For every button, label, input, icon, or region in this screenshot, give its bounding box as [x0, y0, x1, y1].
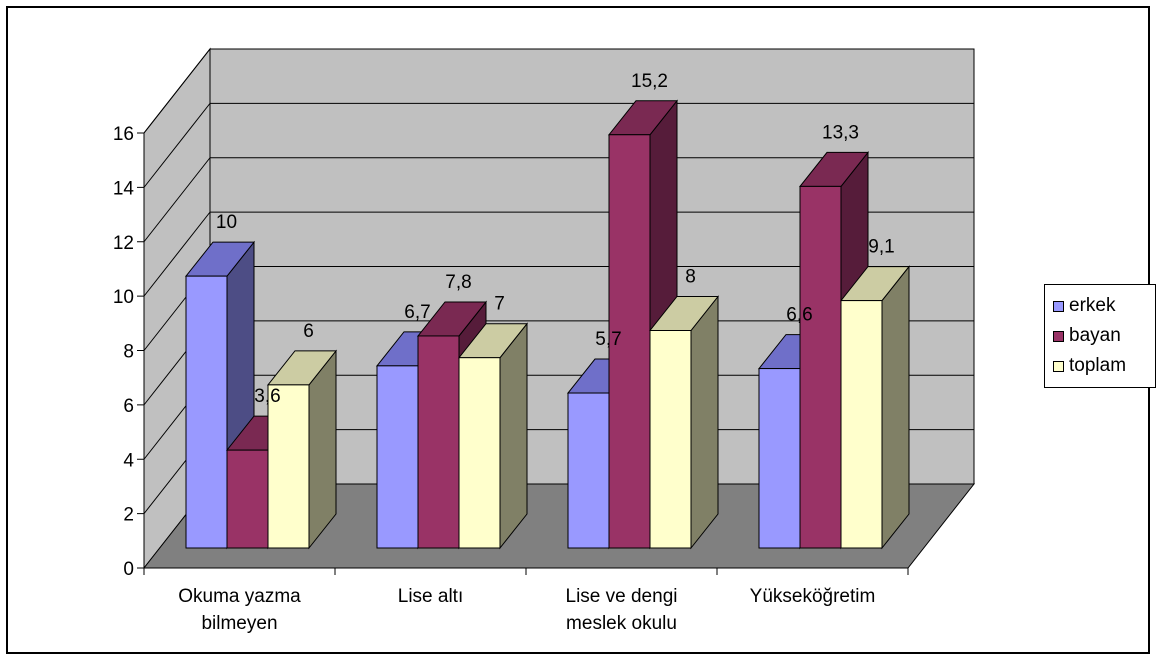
labels: 10 3,6 6 Okuma yazma bilmeyen 6,7 7,8 7 Lise alt…: [178, 71, 894, 634]
bar-front: [417, 335, 460, 549]
bar-front: [376, 365, 419, 549]
y-tick-label: 2: [123, 505, 134, 526]
data-label-erkek: 6,6: [786, 305, 812, 326]
y-tick-label: 4: [123, 450, 134, 471]
bar-front: [267, 384, 310, 549]
gridline-side: [143, 157, 211, 243]
data-label-toplam: 9,1: [868, 237, 894, 258]
legend: erkek bayan toplam: [1044, 284, 1156, 388]
legend-item-bayan: bayan: [1045, 321, 1155, 351]
x-category-label: Lise altı: [398, 586, 463, 607]
y-tick-label: 0: [123, 559, 134, 580]
data-label-bayan: 15,2: [631, 71, 668, 92]
bar-front: [649, 330, 692, 549]
legend-swatch: [1053, 360, 1064, 372]
data-label-erkek: 10: [216, 212, 237, 233]
y-tick-label: 12: [113, 233, 134, 254]
gridline-side: [143, 48, 211, 134]
bar-side: [499, 322, 528, 550]
chart-frame: 0 2 4 6 8 10 12 14 16 10 3,6 6 Okuma yazma bilmeyen 6…: [6, 6, 1156, 654]
x-category-label: Okuma yazma: [178, 586, 301, 607]
y-tick-label: 16: [113, 124, 134, 145]
legend-item-toplam: toplam: [1045, 351, 1155, 381]
bar-toplam: [648, 295, 720, 550]
bar-front: [840, 300, 883, 549]
legend-label: erkek: [1069, 295, 1116, 316]
bar-toplam: [266, 349, 338, 550]
legend-swatch: [1053, 330, 1064, 342]
bars: [184, 99, 911, 550]
y-tick-label: 14: [113, 178, 135, 199]
data-label-bayan: 13,3: [822, 122, 859, 143]
bar-toplam: [839, 265, 911, 550]
axes: 0 2 4 6 8 10 12 14 16: [113, 124, 909, 580]
bar-toplam: [457, 322, 529, 550]
bar-chart-3d: 0 2 4 6 8 10 12 14 16 10 3,6 6 Okuma yazma bilmeyen 6…: [113, 47, 976, 634]
legend-label: toplam: [1069, 355, 1127, 376]
bar-side: [881, 265, 910, 550]
x-category-label: bilmeyen: [201, 613, 277, 634]
data-label-erkek: 6,7: [404, 302, 430, 323]
bar-front: [799, 185, 842, 549]
data-label-toplam: 6: [303, 321, 314, 342]
data-label-toplam: 8: [685, 267, 696, 288]
legend-swatch: [1053, 300, 1064, 312]
bar-side: [690, 295, 719, 550]
legend-label: bayan: [1069, 325, 1121, 346]
x-category-label: meslek okulu: [566, 613, 677, 634]
y-tick-label: 6: [123, 396, 134, 417]
data-label-bayan: 7,8: [445, 272, 471, 293]
legend-item-erkek: erkek: [1045, 291, 1155, 321]
gridline-side: [143, 103, 211, 188]
data-label-toplam: 7: [494, 294, 505, 315]
gridline-side: [143, 211, 211, 297]
bar-front: [185, 275, 228, 549]
x-category-label: Lise ve dengi: [566, 586, 678, 607]
data-label-bayan: 3,6: [254, 386, 280, 407]
bar-front: [226, 449, 269, 549]
bar-front: [567, 392, 610, 549]
y-tick-label: 8: [123, 342, 134, 363]
data-label-erkek: 5,7: [595, 329, 621, 350]
bar-front: [458, 357, 501, 549]
x-category-label: Yükseköğretim: [750, 586, 876, 607]
y-tick-label: 10: [113, 287, 134, 308]
bar-front: [758, 368, 801, 549]
